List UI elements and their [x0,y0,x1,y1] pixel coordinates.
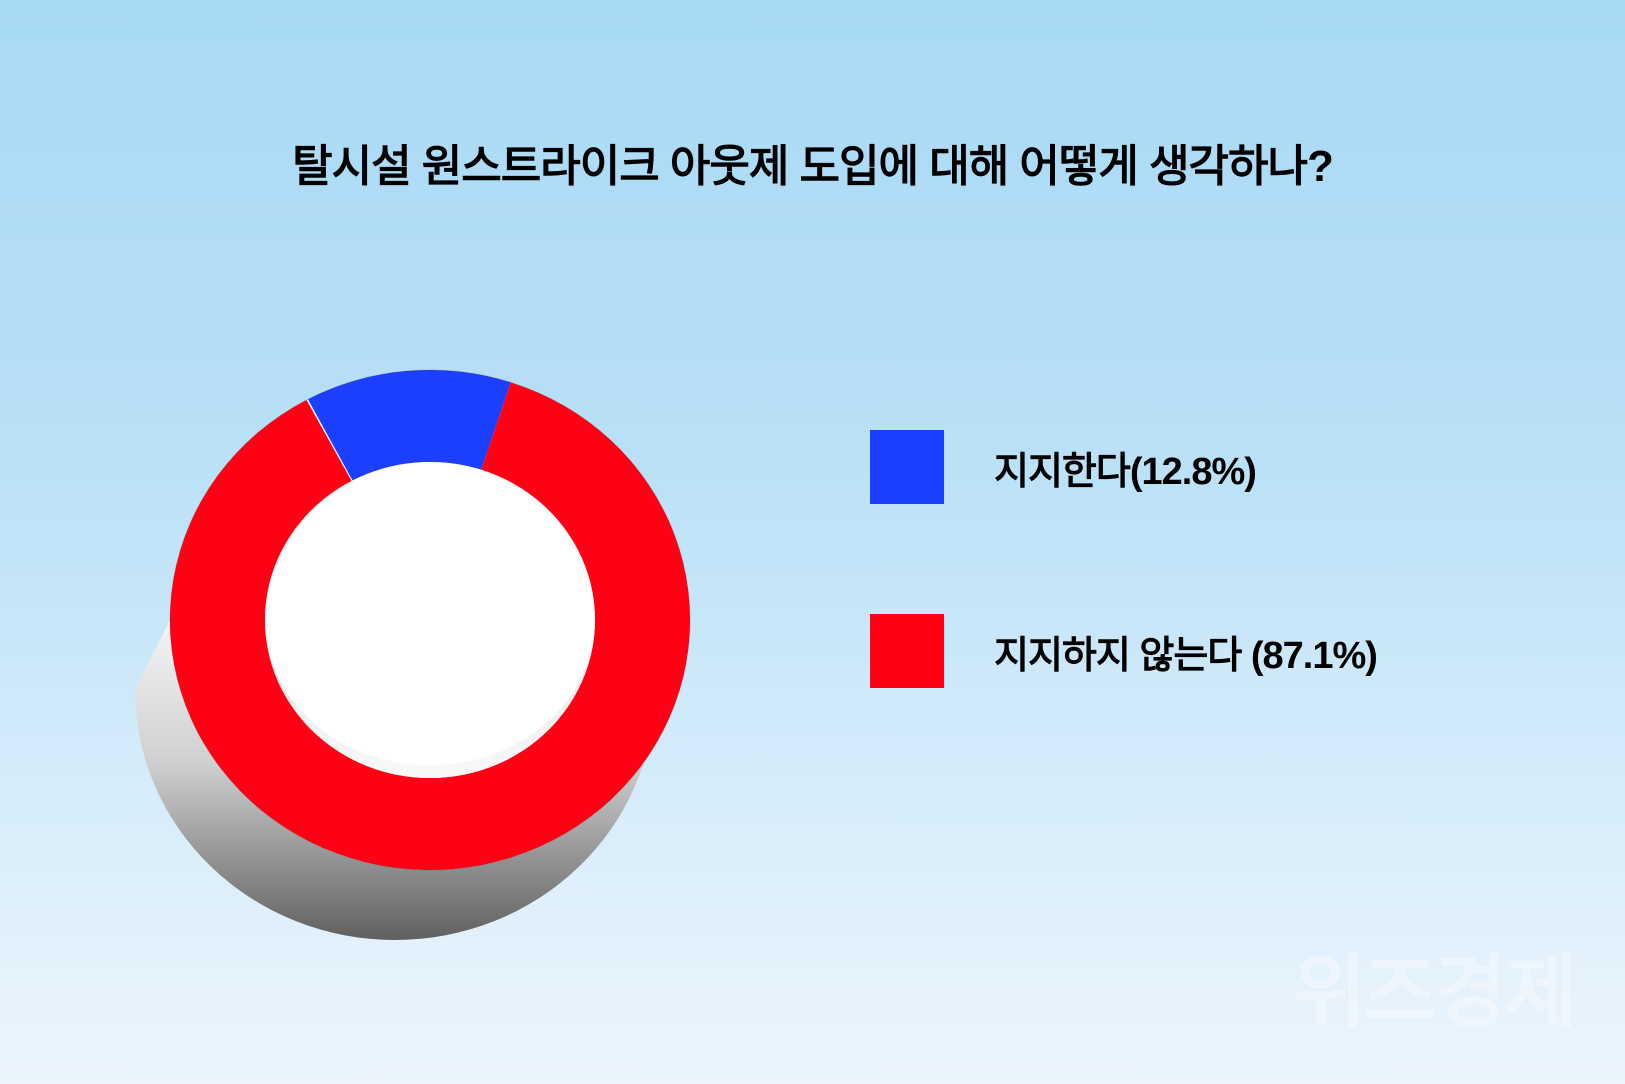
legend-item: 지지하지 않는다 (87.1%) [870,614,1377,688]
legend-swatch-support [870,430,944,504]
legend-label-support: 지지한다(12.8%) [994,440,1256,495]
legend-swatch-oppose [870,614,944,688]
donut-chart [130,300,730,1000]
chart-title: 탈시설 원스트라이크 아웃제 도입에 대해 어떻게 생각하나? [0,130,1625,194]
legend: 지지한다(12.8%) 지지하지 않는다 (87.1%) [870,430,1377,798]
legend-item: 지지한다(12.8%) [870,430,1377,504]
watermark: 위즈경제 [1293,928,1575,1044]
legend-label-oppose: 지지하지 않는다 (87.1%) [994,624,1377,679]
